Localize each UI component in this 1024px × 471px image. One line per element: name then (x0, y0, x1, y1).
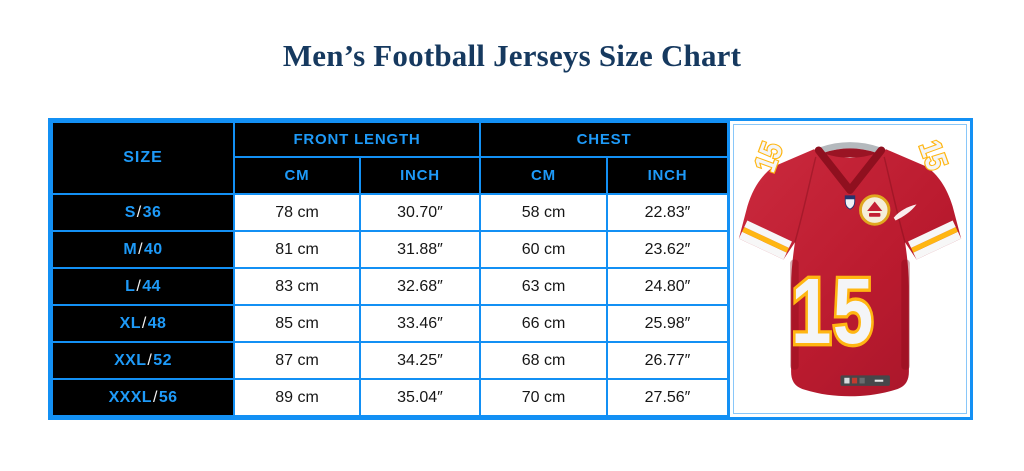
table-row: XXL/52 87 cm 34.25″ 68 cm 26.77″ (51, 341, 729, 380)
front-length-inch-cell: 31.88″ (359, 230, 481, 269)
seam-left (794, 156, 817, 243)
front-length-cm-cell: 85 cm (233, 304, 361, 343)
svg-text:15: 15 (791, 258, 875, 363)
nfl-shield-icon (844, 195, 856, 210)
chest-cm-cell: 60 cm (479, 230, 608, 269)
size-cell: S/36 (51, 193, 235, 232)
front-length-inch-cell: 35.04″ (359, 378, 481, 417)
front-length-inch-cell: 30.70″ (359, 193, 481, 232)
side-mesh-left (790, 259, 799, 370)
table-row: S/36 78 cm 30.70″ 58 cm 22.83″ (51, 193, 729, 232)
v-neck-collar (814, 146, 886, 194)
chest-inch-cell: 26.77″ (606, 341, 729, 380)
chest-cm-cell: 68 cm (479, 341, 608, 380)
front-length-inch-cell: 33.46″ (359, 304, 481, 343)
football-jersey-illustration: 15 15 15 (738, 134, 962, 397)
header-row-units: CM INCH CM INCH (52, 156, 729, 195)
table-row: XXXL/56 89 cm 35.04″ 70 cm 27.56″ (51, 378, 729, 417)
front-length-cm-cell: 81 cm (233, 230, 361, 269)
column-header-size: SIZE (51, 121, 235, 195)
hem-tag (840, 375, 890, 386)
chest-number: 15 (788, 255, 876, 366)
size-chart-table-area: SIZE FRONT LENGTH CHEST CM INCH CM INCH … (51, 121, 730, 417)
front-length-inch-cell: 34.25″ (359, 341, 481, 380)
front-length-cm-cell: 83 cm (233, 267, 361, 306)
sleeve-stripes-right (908, 220, 962, 260)
size-chart-table: SIZE FRONT LENGTH CHEST CM INCH CM INCH … (51, 121, 729, 417)
front-length-cm-cell: 89 cm (233, 378, 361, 417)
chest-inch-cell: 27.56″ (606, 378, 729, 417)
nike-swoosh-icon (893, 204, 917, 221)
column-header-chest-cm: CM (479, 156, 608, 195)
front-length-cm-cell: 78 cm (233, 193, 361, 232)
front-length-inch-cell: 32.68″ (359, 267, 481, 306)
table-row: L/44 83 cm 32.68″ 63 cm 24.80″ (51, 267, 729, 306)
size-cell: M/40 (51, 230, 235, 269)
page-title: Men’s Football Jerseys Size Chart (282, 38, 742, 73)
chest-inch-cell: 22.83″ (606, 193, 729, 232)
column-header-chest: CHEST (479, 121, 729, 158)
column-header-front-length: FRONT LENGTH (233, 121, 481, 158)
sleeve-stripes-left (738, 220, 792, 260)
column-header-front-cm: CM (233, 156, 361, 195)
column-header-front-inch: INCH (359, 156, 481, 195)
chest-cm-cell: 63 cm (479, 267, 608, 306)
chest-cm-cell: 58 cm (479, 193, 608, 232)
seam-right (883, 156, 906, 243)
chest-inch-cell: 24.80″ (606, 267, 729, 306)
size-cell: XXL/52 (51, 341, 235, 380)
chest-cm-cell: 70 cm (479, 378, 608, 417)
jersey-product-image: 15 15 15 (730, 121, 970, 417)
size-cell: XXXL/56 (51, 378, 235, 417)
size-chart-panel: SIZE FRONT LENGTH CHEST CM INCH CM INCH … (48, 118, 973, 420)
size-cell: XL/48 (51, 304, 235, 343)
chest-inch-cell: 25.98″ (606, 304, 729, 343)
size-cell: L/44 (51, 267, 235, 306)
table-row: XL/48 85 cm 33.46″ 66 cm 25.98″ (51, 304, 729, 343)
front-length-cm-cell: 87 cm (233, 341, 361, 380)
table-row: M/40 81 cm 31.88″ 60 cm 23.62″ (51, 230, 729, 269)
chest-inch-cell: 23.62″ (606, 230, 729, 269)
header-row-groups: SIZE FRONT LENGTH CHEST (51, 121, 729, 195)
chest-cm-cell: 66 cm (479, 304, 608, 343)
side-mesh-right (901, 259, 910, 370)
column-header-chest-inch: INCH (606, 156, 729, 195)
team-patch-icon (859, 194, 891, 226)
